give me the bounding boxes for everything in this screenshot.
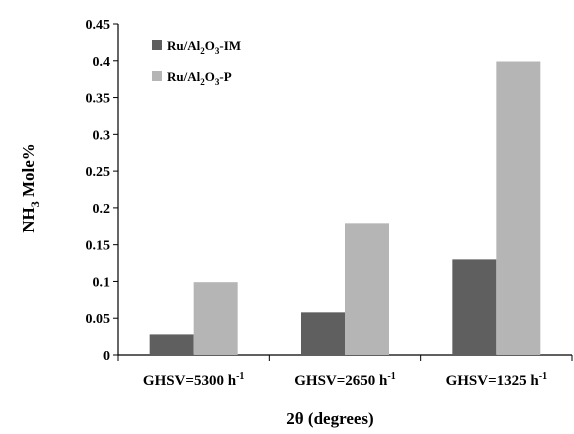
legend-swatch xyxy=(152,40,162,50)
bars xyxy=(149,61,541,355)
y-tick-label: 0.1 xyxy=(93,275,111,290)
x-tick-label-main: GHSV=5300 h xyxy=(143,373,237,389)
legend-swatch xyxy=(152,71,162,81)
bar-1-2 xyxy=(496,61,541,355)
bar-0-1 xyxy=(301,312,345,355)
x-axis: GHSV=5300 h-1 GHSV=2650 h-1 GHSV=1325 h-1 xyxy=(117,354,573,389)
x-tick-label: GHSV=5300 h-1 xyxy=(143,371,245,389)
y-tick-label: 0.2 xyxy=(93,202,111,217)
bar-1-1 xyxy=(345,223,389,355)
legend-label-part: Ru/Al xyxy=(167,38,201,53)
legend-label: Ru/Al2O3-P xyxy=(167,69,232,87)
legend-label: Ru/Al2O3-IM xyxy=(167,38,241,56)
y-axis-title-part: Mole% xyxy=(19,143,38,201)
legend-label-sub: 2 xyxy=(200,77,205,87)
bar-0-0 xyxy=(149,334,194,355)
legend-label-sub: 3 xyxy=(215,77,220,87)
y-axis: 0 0.05 0.1 0.15 0.2 0.25 0.3 0.35 0.4 0.45 xyxy=(86,18,119,364)
y-tick-label: 0.25 xyxy=(86,165,111,180)
y-tick-label: 0.05 xyxy=(86,312,111,327)
legend-label-part: -IM xyxy=(219,38,241,53)
legend-label-part: O xyxy=(205,38,215,53)
legend-label-part: O xyxy=(205,69,215,84)
x-tick-label: GHSV=2650 h-1 xyxy=(294,371,396,389)
y-tick-label: 0 xyxy=(103,349,110,364)
y-tick-label: 0.35 xyxy=(86,92,111,107)
axis-titles: 2θ (degrees) NH3 Mole% xyxy=(19,143,374,428)
y-tick-label: 0.4 xyxy=(93,55,111,70)
y-tick-label: 0.45 xyxy=(86,18,111,33)
legend-label-sub: 3 xyxy=(215,46,220,56)
y-axis-title-sub: 3 xyxy=(28,201,42,207)
x-tick-label-sup: -1 xyxy=(236,371,244,382)
x-tick-label-main: GHSV=2650 h xyxy=(294,373,388,389)
x-tick-label-sup: -1 xyxy=(387,371,395,382)
legend-label-part: -P xyxy=(219,69,231,84)
y-tick-label: 0.3 xyxy=(93,128,111,143)
legend-label-sub: 2 xyxy=(200,46,205,56)
bar-0-2 xyxy=(452,259,497,355)
x-tick-label: GHSV=1325 h-1 xyxy=(446,371,548,389)
y-axis-title: NH3 Mole% xyxy=(19,143,42,233)
x-axis-title: 2θ (degrees) xyxy=(286,409,373,428)
legend-label-part: Ru/Al xyxy=(167,69,201,84)
bar-1-0 xyxy=(193,282,238,355)
x-tick-label-sup: -1 xyxy=(539,371,547,382)
y-axis-title-part: NH xyxy=(19,207,38,233)
x-tick-label-main: GHSV=1325 h xyxy=(446,373,540,389)
y-tick-label: 0.15 xyxy=(86,239,111,254)
